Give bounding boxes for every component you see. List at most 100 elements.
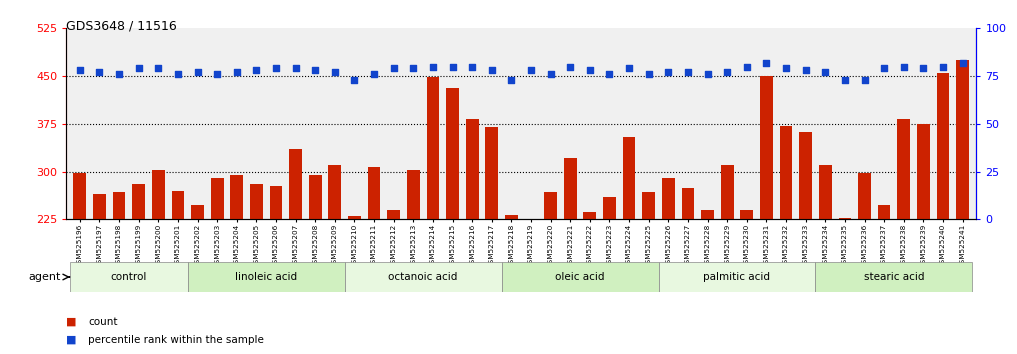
Point [92, 69, 108, 75]
Point [935, 64, 951, 69]
Point [326, 69, 343, 75]
Point [896, 64, 912, 69]
Point [189, 69, 205, 75]
Text: GDS3648 / 11516: GDS3648 / 11516 [66, 19, 177, 33]
Bar [780, 126, 792, 354]
Point [660, 69, 676, 75]
Point [111, 72, 127, 77]
Bar [760, 76, 773, 354]
Bar [466, 119, 479, 354]
Bar [348, 216, 361, 354]
Point [307, 68, 323, 73]
Point [562, 64, 579, 69]
Bar [250, 184, 262, 354]
Bar [73, 173, 86, 354]
Text: linoleic acid: linoleic acid [235, 272, 297, 282]
Point [170, 72, 186, 77]
Bar [172, 191, 184, 354]
Bar [485, 127, 498, 354]
Point [484, 68, 500, 73]
Bar [289, 149, 302, 354]
Point [366, 72, 382, 77]
Point [405, 65, 421, 71]
Point [719, 69, 735, 75]
Point [210, 72, 226, 77]
Bar [878, 205, 891, 354]
Bar [858, 173, 871, 354]
Point [797, 68, 814, 73]
Text: agent: agent [28, 272, 61, 282]
Point [151, 65, 167, 71]
Bar [659, 262, 816, 292]
Bar [838, 218, 851, 354]
Text: oleic acid: oleic acid [555, 272, 605, 282]
Bar [740, 210, 754, 354]
Bar [701, 210, 714, 354]
Point [601, 72, 617, 77]
Bar [309, 175, 321, 354]
Bar [501, 262, 659, 292]
Bar [113, 192, 125, 354]
Point [425, 64, 441, 69]
Bar [387, 210, 400, 354]
Point [954, 60, 970, 65]
Bar [937, 73, 949, 354]
Text: percentile rank within the sample: percentile rank within the sample [88, 335, 264, 345]
Point [444, 64, 461, 69]
Bar [622, 137, 636, 354]
Point [679, 69, 696, 75]
Bar [152, 170, 165, 354]
Text: palmitic acid: palmitic acid [704, 272, 771, 282]
Point [248, 68, 264, 73]
Point [385, 65, 402, 71]
Point [347, 77, 363, 83]
Bar [132, 184, 145, 354]
Bar [70, 262, 188, 292]
Bar [897, 119, 910, 354]
Text: count: count [88, 317, 118, 327]
Bar [721, 165, 733, 354]
Bar [426, 77, 439, 354]
Bar [603, 197, 616, 354]
Bar [643, 192, 655, 354]
Point [876, 65, 892, 71]
Bar [368, 167, 380, 354]
Text: ■: ■ [66, 335, 76, 345]
Point [288, 65, 304, 71]
Point [778, 65, 794, 71]
Bar [188, 262, 345, 292]
Text: stearic acid: stearic acid [863, 272, 924, 282]
Bar [662, 178, 674, 354]
Bar [446, 87, 459, 354]
Point [582, 68, 598, 73]
Text: octanoic acid: octanoic acid [388, 272, 458, 282]
Bar [270, 186, 283, 354]
Point [759, 60, 775, 65]
Bar [584, 212, 596, 354]
Point [621, 65, 638, 71]
Bar [544, 192, 557, 354]
Point [856, 77, 873, 83]
Point [523, 68, 539, 73]
Bar [799, 132, 812, 354]
Text: control: control [111, 272, 147, 282]
Point [738, 64, 755, 69]
Point [503, 77, 520, 83]
Point [229, 69, 245, 75]
Point [700, 72, 716, 77]
Point [267, 65, 284, 71]
Point [542, 72, 558, 77]
Bar [681, 188, 695, 354]
Point [130, 65, 146, 71]
Text: ■: ■ [66, 317, 76, 327]
Bar [328, 165, 342, 354]
Point [915, 65, 932, 71]
Point [72, 68, 88, 73]
Bar [211, 178, 224, 354]
Bar [345, 262, 501, 292]
Point [641, 72, 657, 77]
Bar [505, 215, 518, 354]
Point [837, 77, 853, 83]
Bar [819, 165, 832, 354]
Point [464, 64, 480, 69]
